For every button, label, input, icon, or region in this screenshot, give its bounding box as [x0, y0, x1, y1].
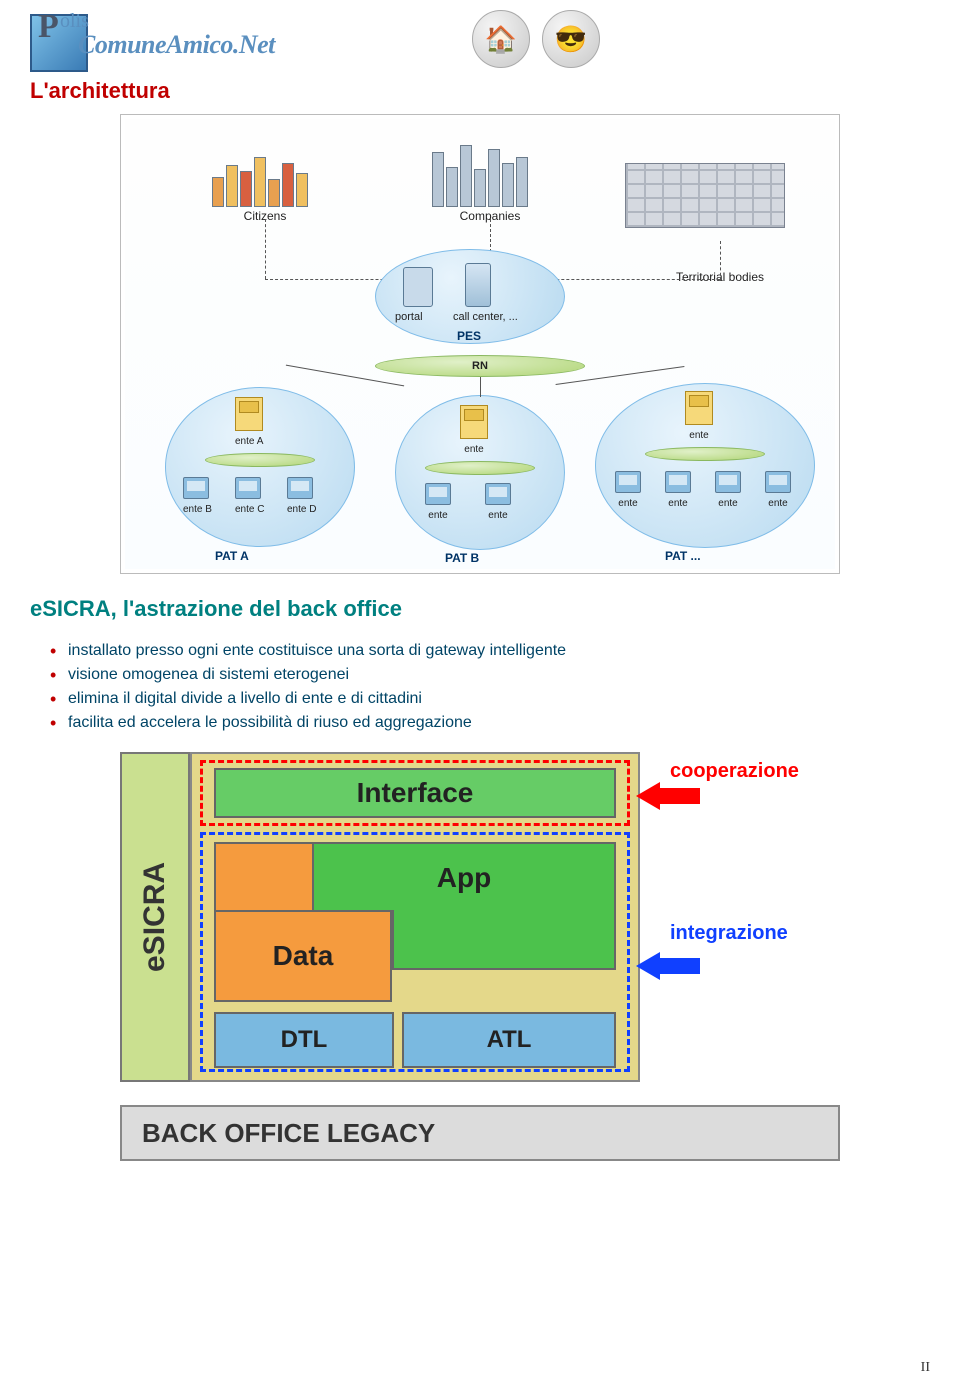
pat-b-ente1-label: ente [425, 510, 451, 521]
pat-other-ente-label: ente [685, 430, 713, 441]
callcenter-label: call center, ... [453, 311, 518, 323]
page-number: II [921, 1360, 930, 1376]
pc-icon [235, 477, 261, 499]
rn-ellipse: RN [375, 355, 585, 377]
arrow-stem-red [660, 788, 700, 804]
server-icon [460, 405, 488, 439]
interface-box: Interface [214, 768, 616, 818]
page-header: P olis ComuneAmico.Net 🏠 😎 [30, 10, 930, 68]
bullet-item: visione omogenea di sistemi eterogenei [50, 666, 930, 684]
cooperazione-label: cooperazione [670, 760, 799, 783]
ente-a-label: ente A [235, 436, 263, 447]
companies-icon [405, 127, 555, 207]
data-box-main: Data [214, 910, 392, 1002]
connector [480, 377, 481, 397]
brand-logo: P olis ComuneAmico.Net [30, 14, 460, 64]
pat-other-ente-top: ente [685, 391, 713, 441]
pc-icon [287, 477, 313, 499]
pat-a-label: PAT A [215, 549, 249, 563]
esicra-stack: Interface App Data DTL ATL [190, 752, 640, 1082]
callcenter-icon [465, 263, 491, 307]
bullet-item: facilita ed accelera le possibilità di r… [50, 714, 930, 732]
pat-b-ellipse [425, 461, 535, 475]
bullet-item: elimina il digital divide a livello di e… [50, 690, 930, 708]
ente-b-label: ente B [183, 504, 212, 515]
pat-other-label: PAT ... [665, 549, 701, 563]
portal-label: portal [395, 311, 423, 323]
logo-letter: P [38, 8, 59, 46]
pc-icon [425, 483, 451, 505]
ente-d-label: ente D [287, 504, 316, 515]
citizens-icon [185, 127, 335, 207]
app-box-bottom [392, 910, 616, 970]
pat-b-label: PAT B [445, 551, 479, 565]
pat-other-ente1: ente [615, 471, 641, 509]
integrazione-label: integrazione [670, 922, 788, 945]
architecture-diagram-frame: Citizens Companies EU Territorial bodies [120, 114, 840, 574]
pc-icon [615, 471, 641, 493]
pc-icon [183, 477, 209, 499]
citizens-block: Citizens [185, 127, 345, 223]
pat-b-ente-top: ente [460, 405, 488, 455]
pat-other-ente4: ente [765, 471, 791, 509]
arrow-cooperazione [636, 782, 660, 810]
bullet-list: installato presso ogni ente costituisce … [50, 642, 930, 732]
pat-b-ente-label: ente [460, 444, 488, 455]
pat-other-ente2: ente [665, 471, 691, 509]
rn-label: RN [472, 360, 488, 372]
esicra-side-panel: cooperazione integrazione [640, 752, 840, 1093]
ente-c-group: ente C [235, 477, 264, 515]
arrow-stem-blue [660, 958, 700, 974]
pat-a-ellipse [205, 453, 315, 467]
connector [720, 241, 721, 281]
architecture-diagram: Citizens Companies EU Territorial bodies [125, 119, 835, 569]
pc-icon [485, 483, 511, 505]
companies-block: Companies [405, 127, 575, 223]
dtl-box: DTL [214, 1012, 394, 1068]
subtitle: eSICRA, l'astrazione del back office [30, 596, 930, 622]
pc-icon [665, 471, 691, 493]
ente-c-label: ente C [235, 504, 264, 515]
pat-other-ellipse [645, 447, 765, 461]
app-box-top: App [312, 842, 616, 912]
brand-text: ComuneAmico.Net [78, 30, 275, 60]
pat-other-ente3: ente [715, 471, 741, 509]
pc-icon [715, 471, 741, 493]
ente-a-group: ente A [235, 397, 263, 447]
bullet-item: installato presso ogni ente costituisce … [50, 642, 930, 660]
house-icon: 🏠 [472, 10, 530, 68]
connector [265, 219, 266, 279]
portal-icon [403, 267, 433, 307]
esicra-sidebar-label: eSICRA [120, 752, 190, 1082]
atl-box: ATL [402, 1012, 616, 1068]
pat-b-ente2-label: ente [485, 510, 511, 521]
pat-b-ente2: ente [485, 483, 511, 521]
gov-building-icon [625, 163, 785, 228]
pat-b-ente1: ente [425, 483, 451, 521]
ente-d-group: ente D [287, 477, 316, 515]
arrow-integrazione [636, 952, 660, 980]
server-icon [235, 397, 263, 431]
pc-icon [765, 471, 791, 493]
legacy-bar: BACK OFFICE LEGACY [120, 1105, 840, 1161]
section-title: L'architettura [30, 78, 930, 104]
esicra-diagram: eSICRA Interface App Data DTL [120, 752, 840, 1172]
ente-b-group: ente B [183, 477, 212, 515]
pes-label: PES [457, 329, 481, 343]
server-icon [685, 391, 713, 425]
sun-icon: 😎 [542, 10, 600, 68]
